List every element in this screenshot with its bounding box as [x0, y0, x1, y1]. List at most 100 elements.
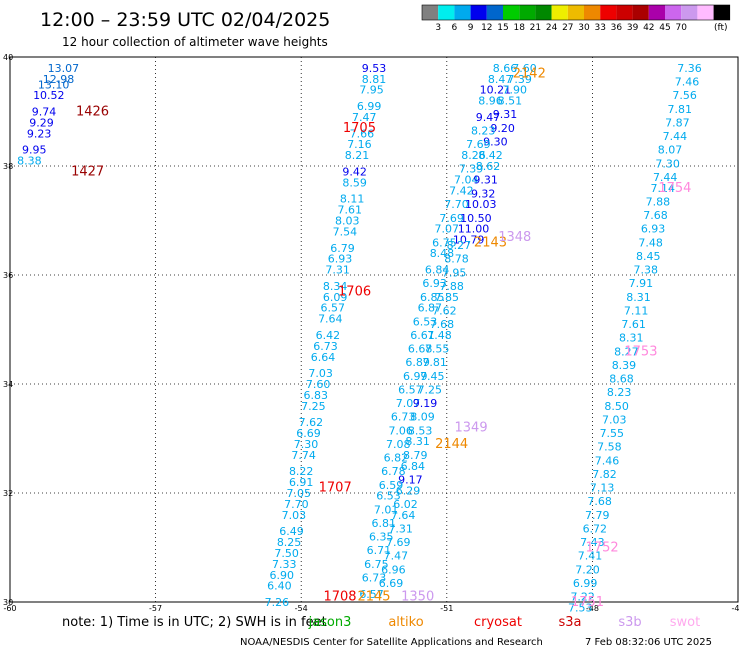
- wave-height-label: 8.07: [658, 144, 683, 157]
- wave-height-label: 6.29: [396, 484, 421, 497]
- colorbar-swatch: [567, 5, 584, 20]
- wave-height-label: 8.03: [335, 215, 360, 228]
- wave-height-label: 7.91: [629, 277, 654, 290]
- wave-height-label: 10.50: [460, 212, 492, 225]
- wave-height-label: 6.69: [379, 577, 404, 590]
- wave-height-label: 7.06: [388, 424, 413, 437]
- grid-lines: [10, 57, 738, 602]
- wave-height-label: 7.14: [651, 182, 676, 195]
- wave-height-label: 7.64: [391, 509, 416, 522]
- wave-height-label: 6.73: [362, 571, 387, 584]
- wave-height-label: 10.21: [480, 84, 512, 97]
- x-tick-label: -45: [731, 604, 740, 613]
- wave-height-label: 6.78: [381, 465, 406, 478]
- footer-credit: NOAA/NESDIS Center for Satellite Applica…: [240, 637, 543, 648]
- wave-height-label: 8.23: [607, 386, 632, 399]
- wave-height-label: 8.27: [447, 239, 472, 252]
- wave-height-label: 7.46: [675, 76, 700, 89]
- wave-height-label: 7.68: [430, 318, 455, 331]
- colorbar-swatch: [486, 5, 503, 20]
- colorbar-swatch: [697, 5, 714, 20]
- wave-height-label: 8.31: [405, 435, 430, 448]
- wave-height-label: 7.81: [668, 103, 693, 116]
- colorbar-swatch: [551, 5, 568, 20]
- x-tick-label: -60: [3, 604, 16, 613]
- wave-height-label: 6.09: [323, 291, 348, 304]
- wave-height-label: 7.48: [427, 329, 452, 342]
- wave-height-label: 7.38: [634, 264, 659, 277]
- wave-height-label: 7.26: [265, 596, 290, 609]
- track-id-label: 1707: [319, 481, 352, 496]
- chart-title: 12:00 – 23:59 UTC 02/04/2025: [40, 9, 330, 31]
- wave-height-label: 7.85: [435, 291, 460, 304]
- wave-height-label: 8.68: [609, 373, 634, 386]
- wave-height-label: 6.90: [270, 569, 295, 582]
- colorbar-unit-label: (ft): [714, 23, 728, 33]
- wave-height-label: 7.95: [359, 84, 384, 97]
- wave-height-label: 7.03: [602, 413, 627, 426]
- wave-height-label: 7.60: [306, 378, 331, 391]
- wave-height-label: 6.73: [313, 340, 338, 353]
- wave-height-label: 9.74: [32, 106, 57, 119]
- wave-height-label: 9.95: [22, 144, 47, 157]
- track-id-label: 1753: [624, 344, 657, 359]
- wave-height-label: 7.53: [568, 601, 593, 614]
- wave-height-label: 7.41: [578, 550, 603, 563]
- y-tick-label: 32: [3, 489, 13, 498]
- wave-height-label: 7.69: [466, 138, 491, 151]
- wave-height-label: 8.38: [17, 155, 42, 168]
- wave-height-label: 8.48: [430, 247, 455, 260]
- wave-height-label: 6.53: [413, 315, 438, 328]
- wave-height-label: 7.31: [388, 522, 413, 535]
- wave-height-label: 7.13: [590, 482, 615, 495]
- track-id-label: 1752: [586, 541, 619, 556]
- wave-height-label: 6.49: [279, 525, 304, 538]
- wave-height-label: 7.44: [653, 171, 678, 184]
- wave-height-label: 6.91: [289, 476, 314, 489]
- wave-height-label: 7.20: [575, 563, 600, 576]
- colorbar-border: [421, 4, 731, 21]
- wave-height-label: 7.95: [442, 266, 467, 279]
- wave-height-label: 8.50: [604, 400, 629, 413]
- wave-height-label: 7.82: [592, 468, 617, 481]
- wave-height-label: 6.73: [391, 411, 416, 424]
- colorbar-swatch: [584, 5, 601, 20]
- colorbar-swatch: [454, 5, 471, 20]
- wave-height-label: 6.99: [403, 370, 428, 383]
- wave-height-label: 7.47: [384, 550, 409, 563]
- y-tick-label: 40: [3, 53, 13, 62]
- wave-height-label: 8.81: [362, 73, 387, 86]
- wave-height-label: 8.26: [461, 149, 486, 162]
- wave-height-label: 7.62: [432, 304, 457, 317]
- wave-height-label: 7.07: [396, 397, 421, 410]
- wave-height-label: 6.40: [267, 580, 292, 593]
- wave-height-label: 13.10: [38, 78, 70, 91]
- colorbar-tick-label: 70: [675, 23, 687, 33]
- wave-height-label: 6.96: [381, 563, 406, 576]
- wave-height-label: 6.75: [432, 236, 457, 249]
- wave-height-label: 7.81: [422, 356, 447, 369]
- satellite-legend: jason3 altiko cryosat s3a s3b swot: [308, 615, 701, 630]
- colorbar-tick-label: 45: [659, 23, 670, 33]
- track-id-label: 2142: [513, 66, 546, 81]
- colorbar-tick-label: 42: [643, 23, 654, 33]
- wave-height-label: 7.87: [665, 116, 690, 129]
- colorbar-swatch: [632, 5, 649, 20]
- wave-height-label: 9.47: [476, 111, 501, 124]
- wave-height-label: 7.39: [459, 163, 484, 176]
- wave-height-label: 7.90: [502, 84, 527, 97]
- plot-frame: [9, 56, 739, 603]
- wave-height-label: 6.99: [573, 577, 598, 590]
- wave-height-label: 8.53: [408, 424, 433, 437]
- wave-height-label: 7.01: [374, 503, 399, 516]
- wave-height-label: 8.47: [488, 73, 513, 86]
- wave-height-label: 13.07: [48, 62, 80, 75]
- wave-height-label: 9.19: [413, 397, 438, 410]
- wave-height-label: 7.25: [418, 383, 443, 396]
- wave-height-label: 6.68: [408, 343, 433, 356]
- wave-height-label: 9.53: [362, 62, 387, 75]
- colorbar-swatch: [648, 5, 665, 20]
- colorbar-tick-label: 33: [594, 23, 605, 33]
- wave-height-label: 7.08: [386, 438, 411, 451]
